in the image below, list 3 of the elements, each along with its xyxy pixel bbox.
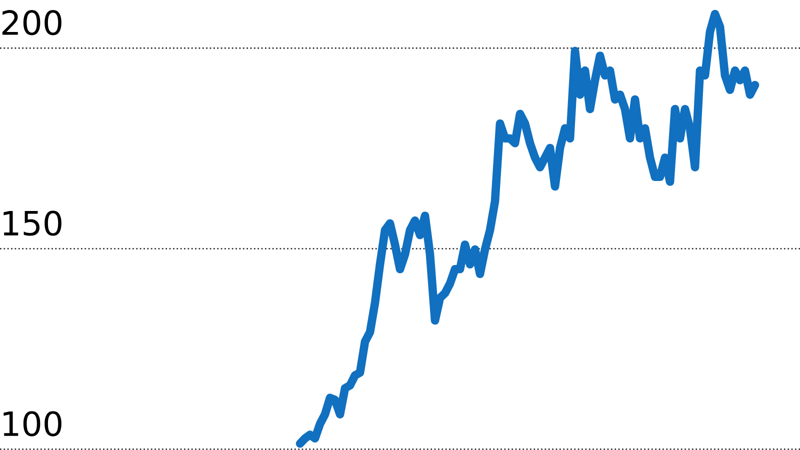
y-tick-label: 150 — [4, 210, 62, 236]
y-tick-label: 200 — [2, 10, 62, 36]
y-tick-label: 100 — [4, 411, 62, 436]
